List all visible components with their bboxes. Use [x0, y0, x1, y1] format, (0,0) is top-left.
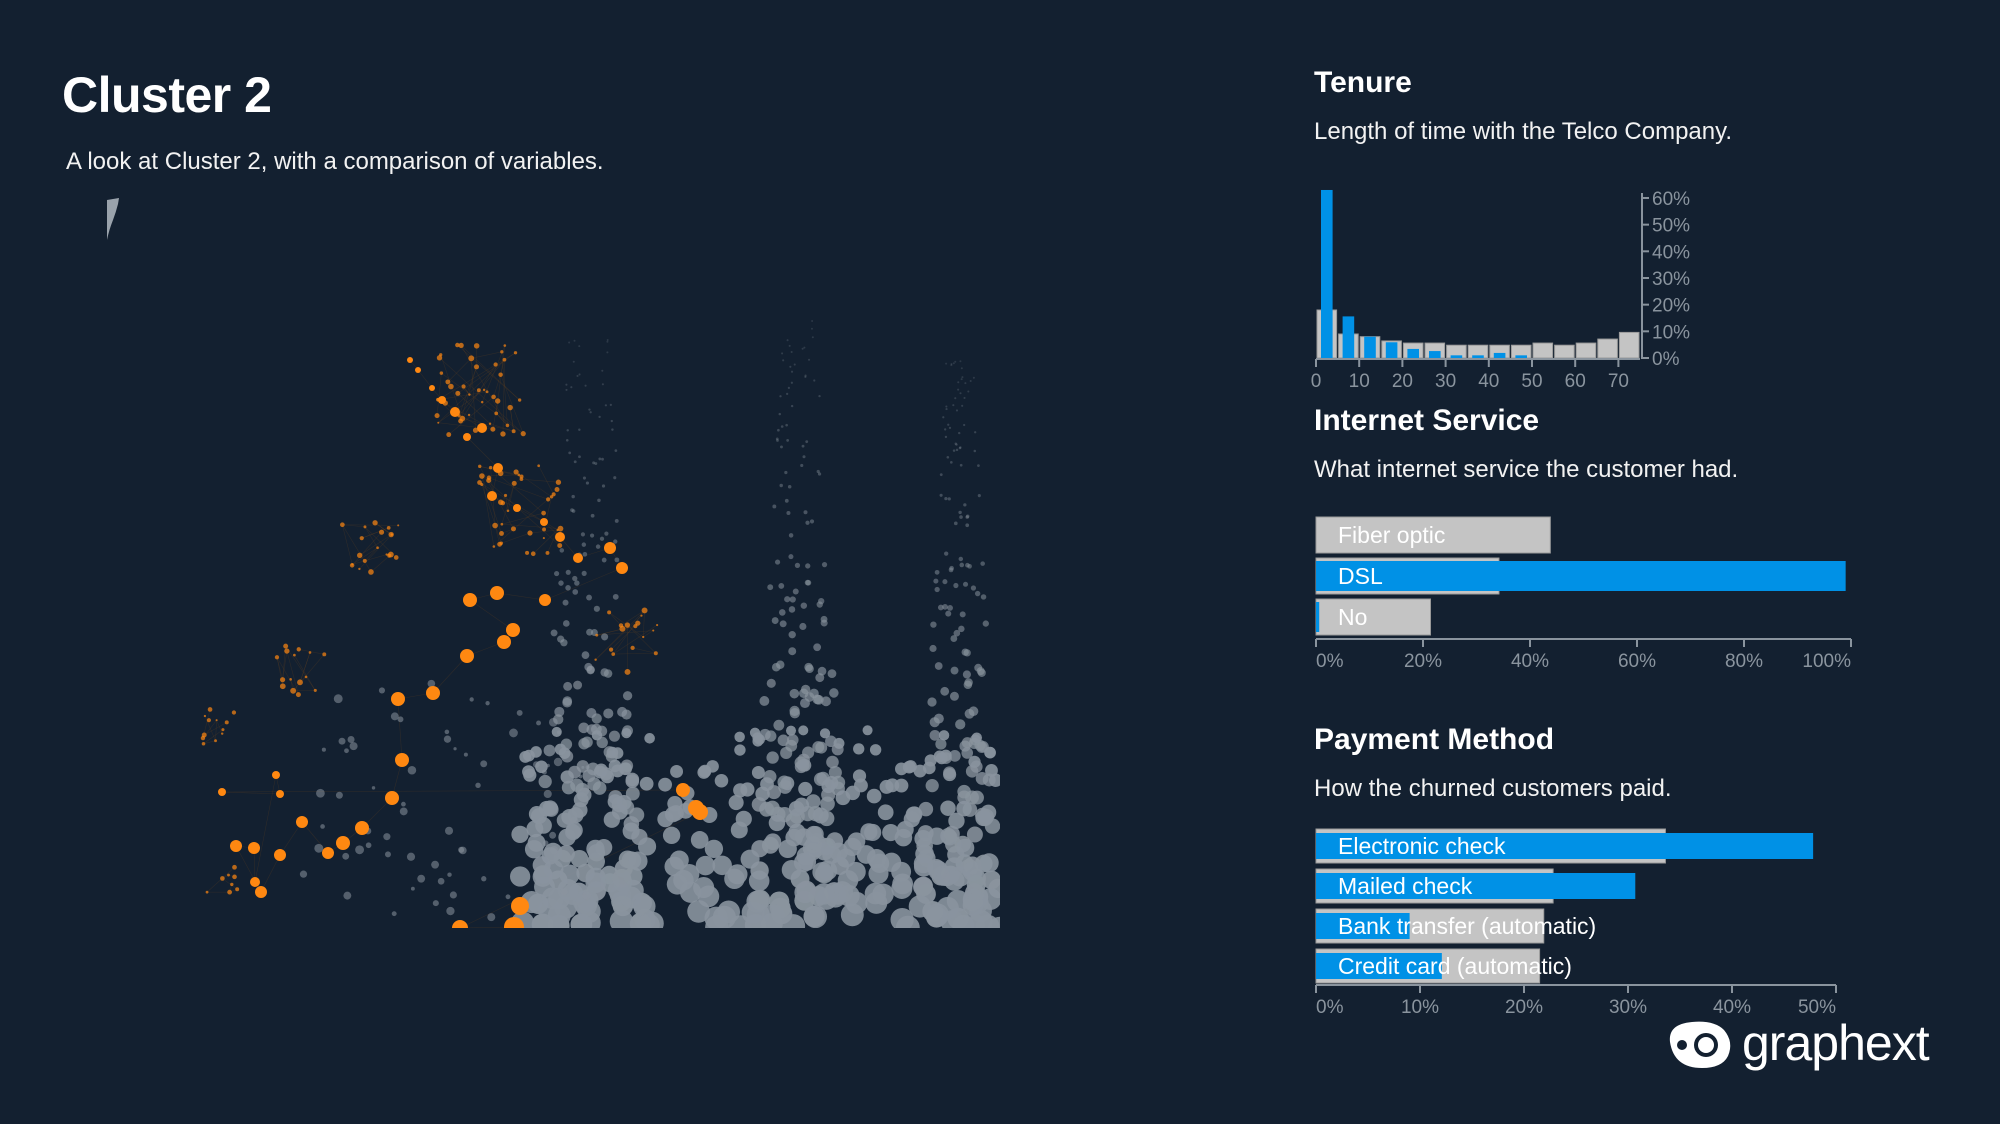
tenure-histogram: 0 10 20 30 40 50 60 70 0% 10% 20% 30% 40% 50% 60% — [1311, 189, 1690, 392]
tenure-bin — [1532, 342, 1554, 359]
tenure-bin — [1446, 344, 1467, 359]
payment-method-chart: Electronic check Mailed check Bank transfe… — [1315, 828, 1837, 1018]
svg-text:40%: 40% — [1713, 997, 1751, 1018]
tenure-bin — [1467, 344, 1489, 359]
svg-text:20%: 20% — [1652, 296, 1690, 317]
bar-row: Bank transfer (automatic) — [1315, 908, 1596, 944]
svg-text:10%: 10% — [1401, 997, 1439, 1018]
tenure-bin — [1316, 189, 1338, 359]
svg-text:20%: 20% — [1505, 997, 1543, 1018]
bar-row: Electronic check — [1315, 828, 1814, 864]
payment-method-description: How the churned customers paid. — [1314, 775, 1672, 802]
svg-text:30%: 30% — [1652, 269, 1690, 290]
bar-label: DSL — [1338, 563, 1383, 589]
svg-text:40: 40 — [1478, 371, 1499, 392]
bar-label: Fiber optic — [1338, 522, 1445, 548]
tenure-bin — [1618, 331, 1640, 359]
page-subtitle: A look at Cluster 2, with a comparison o… — [66, 148, 604, 175]
bar-label: Electronic check — [1338, 833, 1506, 859]
tenure-bin — [1359, 336, 1381, 359]
svg-text:30%: 30% — [1609, 997, 1647, 1018]
svg-text:10: 10 — [1349, 371, 1370, 392]
graphext-logo-text: graphext — [1742, 1015, 1930, 1071]
internet-service-description: What internet service the customer had. — [1314, 456, 1739, 483]
pin-marker-icon — [107, 198, 119, 240]
svg-text:60%: 60% — [1618, 651, 1656, 672]
svg-text:60: 60 — [1565, 371, 1586, 392]
tenure-bin — [1554, 344, 1575, 359]
svg-text:100%: 100% — [1802, 651, 1851, 672]
tenure-bin — [1510, 344, 1532, 359]
svg-text:0%: 0% — [1652, 349, 1680, 370]
bar-label: Credit card (automatic) — [1338, 953, 1572, 979]
svg-text:50%: 50% — [1652, 216, 1690, 237]
tenure-bin — [1424, 342, 1446, 359]
svg-text:40%: 40% — [1652, 242, 1690, 263]
graphext-logo-icon — [1669, 1021, 1731, 1068]
svg-text:60%: 60% — [1652, 189, 1690, 210]
internet-service-chart: Fiber optic DSL No 0% 20% 40% 60% 80% 100% — [1315, 516, 1852, 672]
bar-row: Credit card (automatic) — [1315, 948, 1572, 984]
tenure-bin — [1402, 342, 1424, 359]
tenure-bin — [1597, 338, 1618, 359]
svg-text:50%: 50% — [1798, 997, 1836, 1018]
bar-row: Mailed check — [1315, 868, 1636, 904]
svg-text:0%: 0% — [1316, 997, 1344, 1018]
tenure-bin — [1338, 316, 1359, 359]
tenure-title: Tenure — [1314, 66, 1412, 99]
svg-text:10%: 10% — [1652, 322, 1690, 343]
payment-method-title: Payment Method — [1314, 723, 1555, 756]
bar-label: Bank transfer (automatic) — [1338, 913, 1596, 939]
bar-row: Fiber optic — [1315, 516, 1551, 554]
svg-text:20%: 20% — [1404, 651, 1442, 672]
internet-service-title: Internet Service — [1314, 404, 1540, 437]
svg-text:0: 0 — [1311, 371, 1322, 392]
svg-text:50: 50 — [1521, 371, 1542, 392]
tenure-bin — [1381, 340, 1402, 359]
bar-row: DSL — [1315, 557, 1846, 595]
tenure-description: Length of time with the Telco Company. — [1314, 118, 1733, 145]
tenure-bin — [1575, 342, 1597, 359]
svg-text:80%: 80% — [1725, 651, 1763, 672]
svg-text:70: 70 — [1608, 371, 1629, 392]
bar-row: No — [1315, 598, 1431, 636]
svg-text:40%: 40% — [1511, 651, 1549, 672]
svg-text:0%: 0% — [1316, 651, 1344, 672]
network-graph[interactable] — [180, 300, 1000, 930]
svg-text:20: 20 — [1392, 371, 1413, 392]
bar-label: Mailed check — [1338, 873, 1473, 899]
graphext-logo: graphext — [1669, 1015, 1931, 1071]
bar-label: No — [1338, 604, 1367, 630]
tenure-bin — [1489, 344, 1510, 359]
page-title: Cluster 2 — [62, 67, 272, 123]
svg-text:30: 30 — [1435, 371, 1456, 392]
